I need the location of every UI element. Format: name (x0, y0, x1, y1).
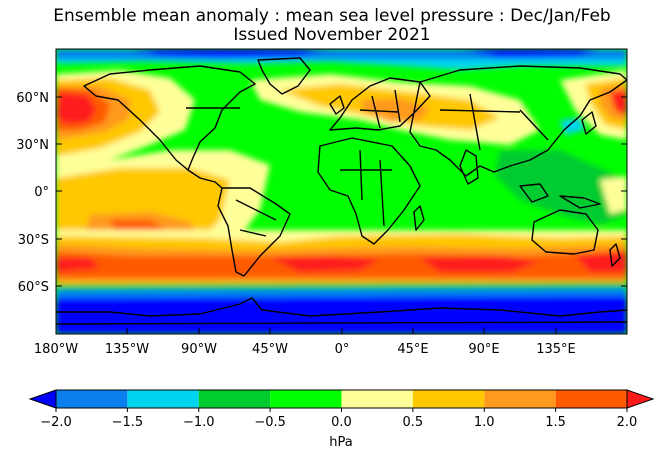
lon-tick-label: 180°W (34, 342, 78, 357)
lon-tick-label: 45°E (397, 342, 428, 357)
colorbar-cell (270, 390, 342, 408)
colorbar-tick-label: −1.5 (112, 415, 144, 430)
lon-tick-label: 45°W (252, 342, 288, 357)
colorbar-cell (198, 390, 271, 408)
colorbar: −2.0 −1.5 −1.0 −0.5 0.0 0.5 1.0 1.5 2.0 hPa (28, 389, 655, 450)
coastlines (56, 57, 627, 325)
colorbar-tick-label: 1.5 (545, 415, 566, 430)
colorbar-cell (127, 390, 199, 408)
colorbar-tick-label: 1.0 (474, 415, 495, 430)
colorbar-cell (412, 390, 485, 408)
lon-tick-label: 0° (335, 342, 350, 357)
lon-tick-label: 90°E (468, 342, 499, 357)
lat-tick-label: 60°S (18, 280, 49, 295)
colorbar-tick-label: −1.0 (183, 415, 215, 430)
map-subtitle: Issued November 2021 (233, 25, 431, 45)
lon-tick-label: 90°W (181, 342, 217, 357)
lon-tick-label: 135°W (105, 342, 149, 357)
colorbar-tick-label: −2.0 (40, 415, 72, 430)
lat-tick-label: 60°N (16, 91, 49, 106)
colorbar-extend-low (28, 389, 57, 409)
anomaly-field (56, 49, 627, 334)
lon-tick-label: 135°E (536, 342, 576, 357)
colorbar-tick-label: 0.0 (331, 415, 352, 430)
colorbar-tick-label: 0.5 (403, 415, 424, 430)
lat-tick-label: 30°N (16, 138, 49, 153)
colorbar-cell (555, 390, 627, 408)
lat-tick-label: 30°S (18, 233, 49, 248)
map-title: Ensemble mean anomaly : mean sea level p… (53, 6, 611, 26)
colorbar-extend-high (626, 389, 655, 409)
colorbar-cell (56, 390, 128, 408)
colorbar-cell (341, 390, 413, 408)
colorbar-tick-label: −0.5 (254, 415, 286, 430)
lat-tick-label: 0° (34, 185, 49, 200)
tick-marks (56, 96, 627, 334)
colorbar-unit: hPa (329, 435, 352, 450)
colorbar-cell (484, 390, 556, 408)
colorbar-tick-label: 2.0 (617, 415, 638, 430)
